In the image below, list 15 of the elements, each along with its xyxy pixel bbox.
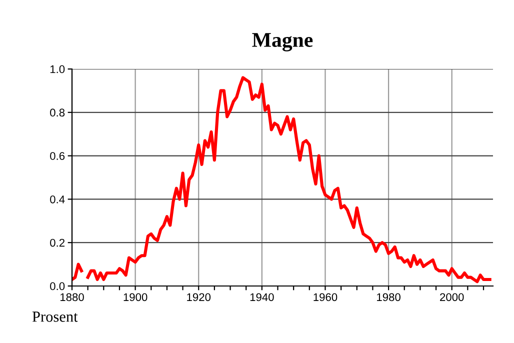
y-tick-label: 0.8 bbox=[50, 108, 65, 117]
y-tick-label: 0.6 bbox=[50, 152, 65, 160]
x-tick-label: 1880 bbox=[60, 293, 84, 302]
y-tick-label: 1.0 bbox=[50, 65, 65, 74]
y-tick-label: 0.4 bbox=[50, 195, 65, 204]
x-tick-label: 1960 bbox=[314, 293, 338, 302]
x-tick-label: 1920 bbox=[187, 293, 211, 302]
y-tick-label: 0.0 bbox=[50, 282, 65, 290]
x-tick-label: 1980 bbox=[377, 293, 400, 302]
x-tick-label: 2000 bbox=[440, 293, 464, 302]
chart-title: Magne bbox=[252, 33, 313, 52]
y-tick-label: 0.2 bbox=[50, 238, 64, 247]
x-tick-label: 1900 bbox=[124, 293, 148, 302]
x-tick-label: 1940 bbox=[250, 293, 274, 302]
y-axis-title: Prosent bbox=[32, 312, 78, 322]
